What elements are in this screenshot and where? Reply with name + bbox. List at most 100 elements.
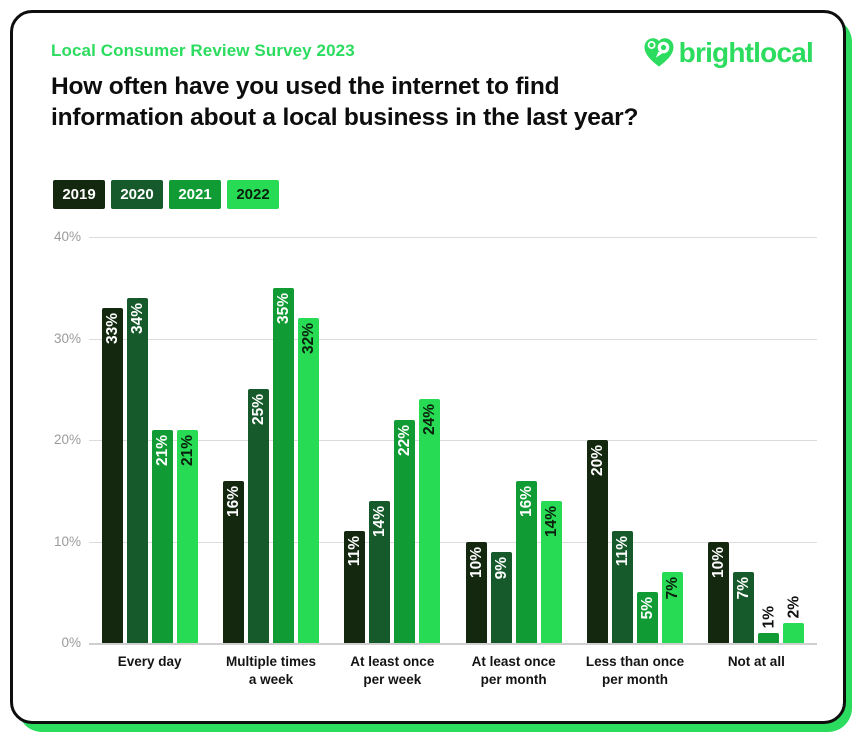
bar-2021: 22% — [394, 419, 416, 643]
bar-wrap-2021-3: 22% — [394, 237, 416, 643]
bar-wrap-2020-6: 7% — [733, 237, 755, 643]
bar-2020: 34% — [126, 297, 148, 643]
bar-2021 — [758, 632, 780, 643]
x-axis-category-label: Multiple times a week — [225, 654, 316, 687]
bar-wrap-2022-1: 21% — [176, 237, 198, 643]
bar-2020: 9% — [490, 551, 512, 643]
bar-value-label: 1% — [760, 606, 778, 629]
brightlocal-logo: brightlocal — [642, 36, 814, 68]
chart-question-title: How often have you used the internet to … — [51, 71, 638, 133]
bar-value-label: 2% — [785, 596, 803, 619]
bar-group-1: 33% 34% 21% 21% — [89, 237, 210, 643]
legend-item-2019: 2019 — [53, 180, 105, 209]
bar-wrap-2020-4: 9% — [490, 237, 512, 643]
bar-2019: 16% — [222, 480, 244, 643]
y-axis-tick-40%: 40% — [53, 229, 81, 244]
title-line-2: information about a local business in th… — [51, 104, 639, 132]
bar-group-4: 10% 9% 16% 14% — [453, 237, 574, 643]
bar-group-2: 16% 25% 35% 32% — [210, 237, 331, 643]
bar-2021: 16% — [515, 480, 537, 643]
bar-value-label: 14% — [542, 505, 560, 537]
bar-wrap-2022-3: 24% — [419, 237, 441, 643]
x-axis-category-label: At least once per month — [471, 654, 556, 687]
y-axis-tick-0%: 0% — [61, 635, 81, 650]
x-axis-category-label: Not at all — [727, 654, 785, 669]
bar-wrap-2020-3: 14% — [369, 237, 391, 643]
title-line-1: How often have you used the internet to … — [51, 73, 560, 100]
legend-item-2020: 2020 — [111, 180, 163, 209]
bar-2022: 21% — [176, 429, 198, 643]
bar-wrap-2019-2: 16% — [222, 237, 244, 643]
x-axis-category-label: Less than once per month — [585, 654, 685, 687]
bar-value-label: 11% — [613, 536, 631, 567]
bar-wrap-2021-6: 1% — [758, 237, 780, 643]
y-axis-tick-30%: 30% — [53, 330, 81, 346]
bar-2019: 11% — [344, 531, 366, 643]
bar-wrap-2022-6: 2% — [783, 237, 805, 643]
heart-pin-icon — [644, 38, 674, 67]
survey-label: Local Consumer Review Survey 2023 — [51, 41, 355, 60]
plot-area: 33% 34% 21% 21% 16% 25% 35% 32% 11% 14% 22% 24% 10% 9… — [89, 237, 817, 643]
bar-value-label: 22% — [396, 424, 414, 456]
bar-2022: 24% — [419, 399, 441, 643]
bar-value-label: 21% — [153, 434, 171, 466]
bar-value-label: 35% — [274, 292, 292, 324]
bar-wrap-2021-4: 16% — [515, 237, 537, 643]
bar-2019: 33% — [101, 308, 123, 643]
bar-wrap-2020-2: 25% — [247, 237, 269, 643]
logo-text: brightlocal — [678, 36, 814, 68]
gridline-30% — [89, 338, 817, 340]
bar-value-label: 7% — [735, 576, 753, 600]
bar-2021: 21% — [151, 429, 173, 643]
bar-wrap-2021-5: 5% — [636, 237, 658, 643]
bar-value-label: 33% — [103, 313, 121, 345]
bar-value-label: 32% — [299, 323, 317, 355]
bar-2022 — [783, 622, 805, 643]
gridline-20% — [89, 440, 817, 441]
bar-2020: 14% — [369, 500, 391, 643]
bar-group-6: 10% 7% 1% 2% — [696, 237, 817, 643]
bar-wrap-2019-3: 11% — [344, 237, 366, 643]
infographic-card: Local Consumer Review Survey 2023 bright… — [10, 10, 846, 724]
bar-value-label: 10% — [710, 546, 728, 578]
bar-2022: 7% — [661, 571, 683, 643]
x-axis-category-label: At least once per week — [350, 654, 435, 687]
bar-2020: 25% — [247, 389, 269, 643]
bar-wrap-2019-6: 10% — [708, 237, 730, 643]
legend-item-2022: 2022 — [227, 180, 279, 209]
gridline-10% — [89, 541, 817, 543]
bar-wrap-2020-5: 11% — [611, 237, 633, 643]
bar-wrap-2022-2: 32% — [297, 237, 319, 643]
bar-2019: 10% — [465, 541, 487, 643]
bar-wrap-2022-5: 7% — [661, 237, 683, 643]
bar-2020: 11% — [611, 531, 633, 643]
bar-2021: 35% — [272, 287, 294, 643]
bar-value-label: 20% — [588, 445, 606, 477]
bar-wrap-2021-2: 35% — [272, 237, 294, 643]
bar-2022: 14% — [540, 500, 562, 643]
bar-group-5: 20% 11% 5% 7% — [574, 237, 695, 643]
bar-wrap-2019-4: 10% — [465, 237, 487, 643]
bar-value-label: 16% — [517, 485, 535, 517]
gridline-40% — [89, 237, 817, 238]
bar-wrap-2020-1: 34% — [126, 237, 148, 643]
x-axis-category-label: Every day — [117, 654, 182, 669]
chart-legend: 2019 2020 2021 2022 — [53, 180, 279, 209]
bar-wrap-2022-4: 14% — [540, 237, 562, 643]
bar-value-label: 14% — [371, 505, 389, 537]
bar-value-label: 7% — [663, 576, 681, 600]
bar-2019: 10% — [708, 541, 730, 643]
bar-wrap-2019-1: 33% — [101, 237, 123, 643]
bar-value-label: 25% — [249, 394, 267, 426]
bar-value-label: 24% — [421, 404, 439, 436]
bar-value-label: 5% — [638, 597, 656, 620]
bar-2020: 7% — [733, 571, 755, 643]
bar-value-label: 16% — [224, 485, 242, 517]
bar-wrap-2021-1: 21% — [151, 237, 173, 643]
bar-2021: 5% — [636, 592, 658, 643]
bar-2019: 20% — [586, 440, 608, 643]
bar-wrap-2019-5: 20% — [586, 237, 608, 643]
legend-item-2021: 2021 — [169, 180, 221, 209]
bar-value-label: 21% — [178, 434, 196, 466]
bar-2022: 32% — [297, 318, 319, 643]
